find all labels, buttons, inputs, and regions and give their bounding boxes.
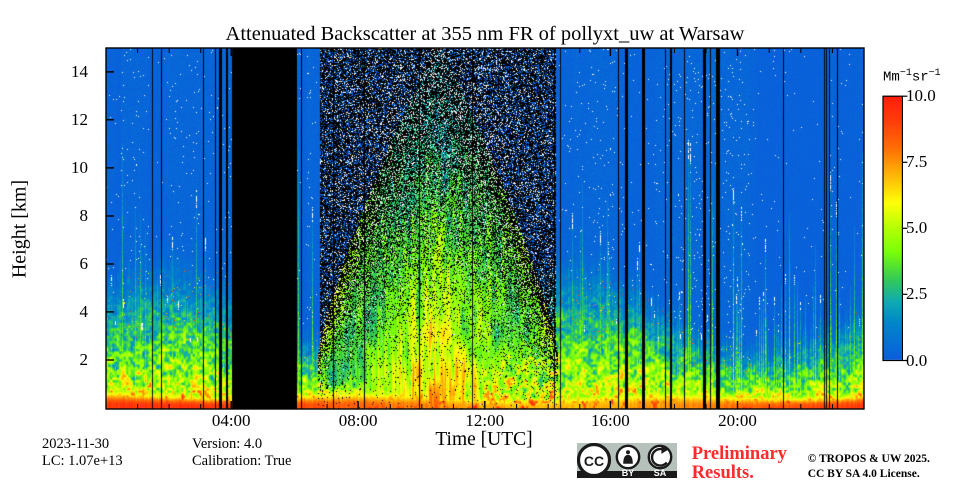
svg-text:BY: BY — [621, 468, 634, 478]
svg-text:SA: SA — [653, 468, 666, 478]
svg-text:CC: CC — [583, 453, 603, 469]
